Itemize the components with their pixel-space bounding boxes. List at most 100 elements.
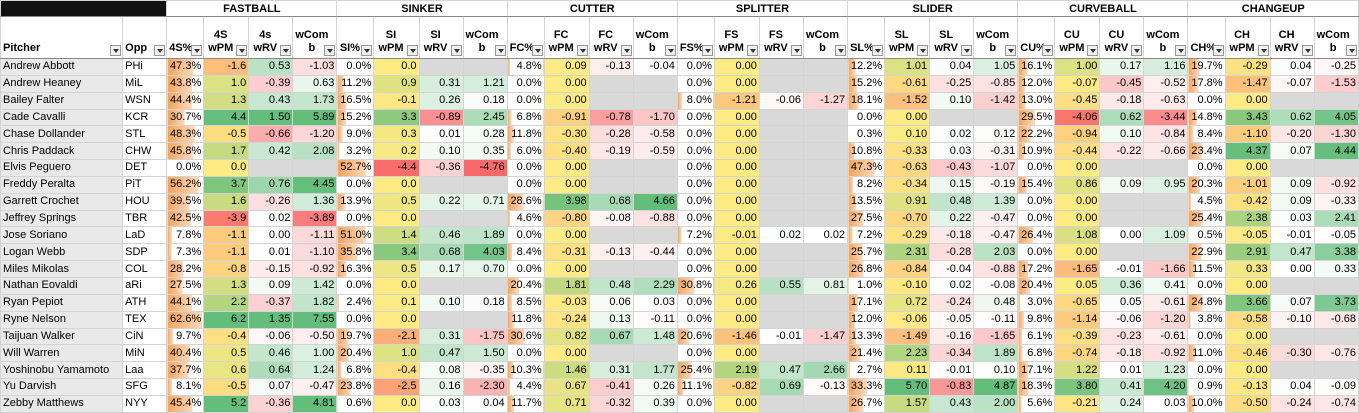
stat-cell: 0.68 [418, 243, 464, 262]
filter-button[interactable] [917, 45, 929, 56]
filter-button[interactable] [620, 45, 632, 56]
column-label: FC wPM [549, 29, 585, 55]
stat-cell: -1.30 [1313, 125, 1359, 144]
empty-cell [758, 243, 804, 262]
stat-cell: 0.5 [373, 260, 420, 278]
filter-button[interactable] [1131, 45, 1143, 56]
stat-cell: 0.09 [248, 276, 294, 295]
stat-cell: -0.20 [1269, 125, 1315, 144]
pitcher-name: Andrew Abbott [0, 58, 124, 76]
filter-button[interactable] [961, 45, 973, 56]
stat-cell: -0.19 [588, 142, 634, 161]
filter-button[interactable] [1301, 45, 1313, 56]
stat-cell: -0.30 [543, 125, 590, 144]
filter-button[interactable] [835, 45, 847, 56]
stat-cell: 0.0% [676, 159, 715, 177]
empty-cell [1099, 243, 1145, 262]
stat-cell: -1.20 [1143, 310, 1189, 329]
stat-cell: 17.1% [847, 293, 886, 312]
label-line: wCom [1146, 29, 1180, 41]
stat-cell: -0.8 [203, 260, 250, 278]
pitcher-name: Andrew Heaney [0, 74, 124, 93]
stat-cell: 20.4% [336, 344, 375, 363]
stat-cell: 3.4 [373, 243, 420, 262]
stat-cell: -1.21 [713, 91, 760, 110]
stat-cell: 1.3 [203, 276, 250, 295]
stat-cell: -4.06 [1054, 108, 1101, 127]
stat-cell: 13.3% [847, 327, 886, 346]
filter-button[interactable] [531, 45, 543, 56]
stat-cell: 0.00 [1224, 276, 1271, 295]
stat-cell: 2.2 [203, 293, 250, 312]
stat-cell: -0.74 [1054, 344, 1101, 363]
stat-cell: 0.00 [713, 192, 760, 211]
stat-cell: 1.50 [462, 344, 508, 363]
stat-cell: 0.12 [973, 125, 1019, 144]
filter-button[interactable] [1257, 45, 1269, 56]
stat-cell: 0.26 [418, 91, 464, 110]
stat-cell: 0.0 [373, 276, 420, 295]
stat-cell: 0.42 [248, 142, 294, 161]
empty-cell [1313, 327, 1359, 346]
filter-button[interactable] [450, 45, 462, 56]
stat-cell: 0.0 [373, 209, 420, 228]
stat-cell: -0.31 [543, 243, 590, 262]
filter-button[interactable] [576, 45, 588, 56]
stat-cell: 0.10 [418, 293, 464, 312]
stat-cell: 17.2% [1017, 260, 1056, 278]
data-row: Logan Webb SDP 7.3% -1.1 0.01 -1.10 35.8% 3.4 0.… [0, 243, 1359, 262]
filter-button[interactable] [236, 45, 248, 56]
filter-button[interactable] [1005, 45, 1017, 56]
stat-cell: 12.2% [847, 58, 886, 76]
stat-cell: 0.0% [506, 260, 545, 278]
opponent: COL [122, 260, 168, 278]
filter-button[interactable] [790, 45, 802, 56]
filter-button[interactable] [1175, 45, 1187, 56]
stat-cell: 20.3% [1187, 175, 1226, 194]
stat-cell: 0.00 [1054, 209, 1101, 228]
label-line: CU [1108, 29, 1125, 41]
stat-cell: -0.06 [884, 310, 931, 329]
pitcher-name: Jeffrey Springs [0, 209, 124, 228]
filter-button[interactable] [154, 45, 166, 56]
stat-cell: 0.00 [543, 159, 590, 177]
filter-button[interactable] [1212, 45, 1224, 56]
stat-cell: 0.0% [336, 175, 375, 194]
data-row: Taijuan Walker CiN 9.7% -0.4 -0.06 -0.50 19.7%… [0, 327, 1359, 346]
stat-cell: -0.46 [1224, 344, 1271, 363]
stat-cell: 3.0% [1017, 293, 1056, 312]
filter-button[interactable] [746, 45, 758, 56]
empty-cell [418, 209, 464, 228]
filter-button[interactable] [361, 45, 373, 56]
stat-cell: 0.00 [713, 108, 760, 127]
filter-button[interactable] [664, 45, 676, 56]
filter-button[interactable] [494, 45, 506, 56]
stat-cell: 3.2% [336, 142, 375, 161]
stat-cell: -0.13 [588, 243, 634, 262]
filter-button[interactable] [1087, 45, 1099, 56]
filter-button[interactable] [280, 45, 292, 56]
stat-cell: -0.18 [929, 226, 975, 245]
stat-cell: -0.61 [1143, 293, 1189, 312]
empty-cell [1269, 361, 1315, 380]
filter-button[interactable] [701, 45, 713, 56]
empty-cell [758, 310, 804, 329]
stat-cell: 0.47 [1269, 243, 1315, 262]
empty-cell [1313, 276, 1359, 295]
filter-button[interactable] [1042, 45, 1054, 56]
filter-button[interactable] [406, 45, 418, 56]
stat-cell: 0.55 [758, 276, 804, 295]
group-header: FASTBALL [166, 0, 338, 17]
empty-cell [1313, 159, 1359, 177]
filter-button[interactable] [110, 45, 122, 56]
filter-button[interactable] [1346, 45, 1357, 56]
filter-button[interactable] [324, 45, 336, 56]
stat-cell: -0.92 [1313, 175, 1359, 194]
stat-cell: -0.10 [884, 276, 931, 295]
stat-cell: 3.98 [543, 192, 590, 211]
stat-cell: 24.8% [1187, 293, 1226, 312]
stat-cell: 2.45 [462, 108, 508, 127]
filter-button[interactable] [191, 45, 203, 56]
filter-button[interactable] [872, 45, 884, 56]
empty-cell [973, 108, 1019, 127]
